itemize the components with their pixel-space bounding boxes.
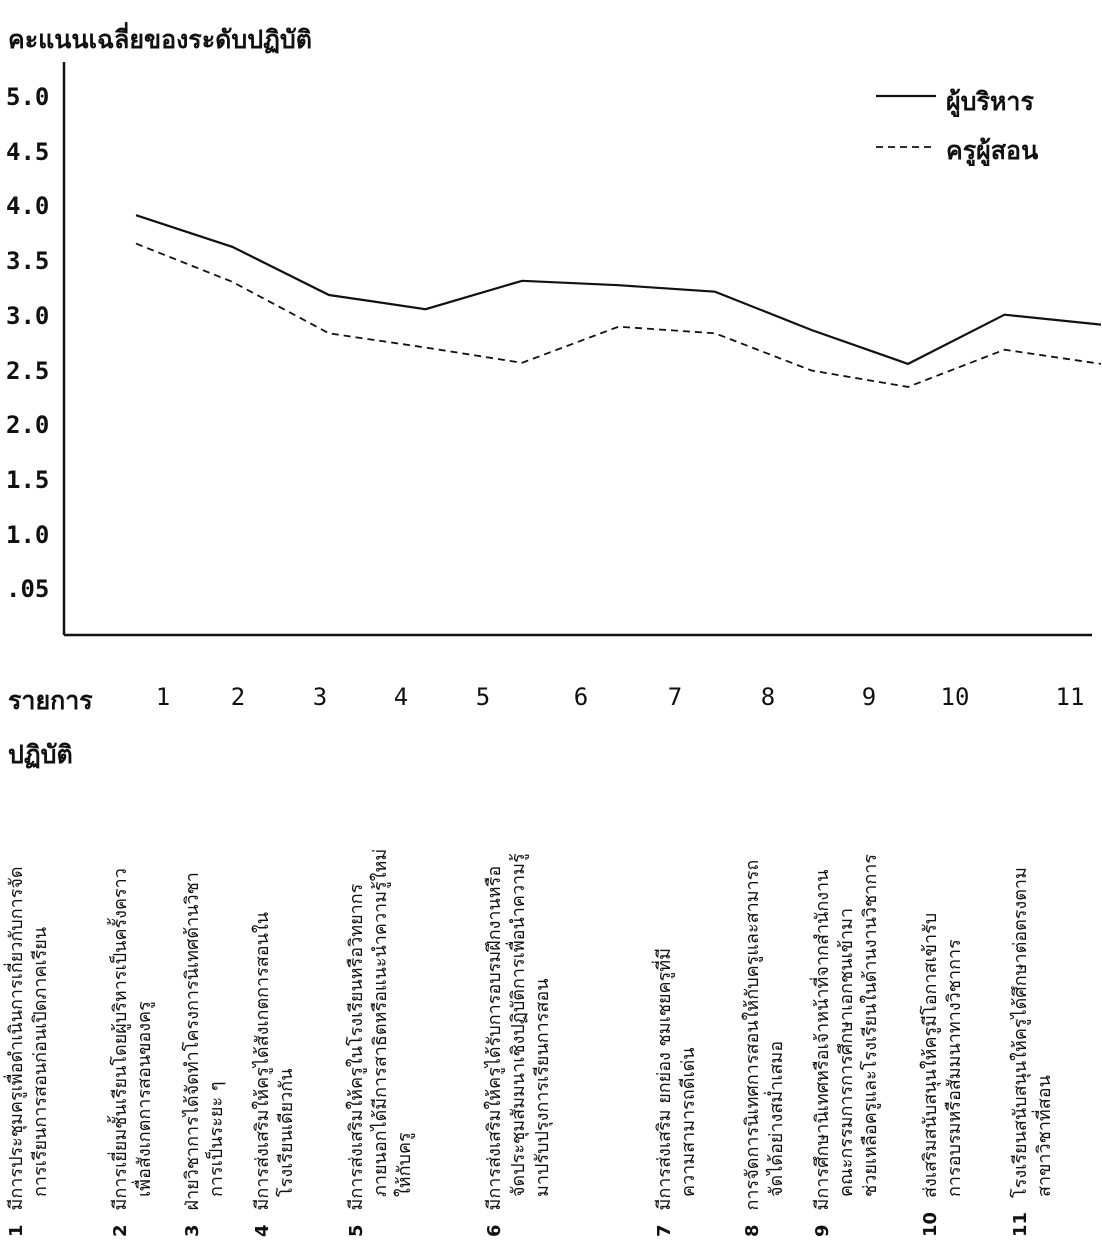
x-tick-label: 8: [760, 683, 776, 711]
x-tick-label: 2: [230, 683, 246, 711]
item-number: 6: [484, 1224, 505, 1237]
series-line-teachers: [135, 242, 1102, 388]
chart-axes: [62, 62, 1092, 637]
item-description-line: เพื่อสังเกตการสอนของครู: [134, 1001, 156, 1237]
y-tick-label: 4.0: [6, 192, 50, 221]
item-description-line: การเป็นระยะ ๆ: [206, 1082, 228, 1238]
y-tick-label: 3.5: [6, 247, 50, 276]
item-description-line: 4 มีการส่งเสริมให้ครูได้สังเกตการสอนใน: [252, 912, 274, 1237]
item-description-text: มาปรับปรุงการเรียนการสอน: [532, 978, 553, 1198]
y-tick-label: 1.5: [6, 465, 50, 494]
item-description-line: มาปรับปรุงการเรียนการสอน: [532, 979, 554, 1238]
legend-label-teachers: ครูผู้สอน: [946, 136, 1039, 165]
item-description-text: มีการส่งเสริมให้ครูได้รับการอบรมฝึกงานหร…: [484, 865, 505, 1211]
y-tick-label: 2.5: [6, 356, 50, 385]
y-tick-label: 1.0: [6, 520, 50, 549]
x-tick-label: 9: [861, 683, 877, 711]
item-description-text: การจัดการนิเทศการสอนให้กับครูและสามารถ: [742, 859, 763, 1211]
item-description-text: มีการส่งเสริม ยกย่อง ชมเชยครูที่มี: [654, 948, 675, 1211]
item-number: 11: [1010, 1211, 1031, 1237]
item-description-text: โรงเรียนสนับสนุนให้ครูได้ศึกษาต่อตรงตาม: [1010, 867, 1031, 1198]
item-description-text: สาขาวิชาที่สอน: [1034, 1075, 1055, 1197]
x-tick-label: 7: [667, 683, 683, 711]
item-description-line: 2 มีการเยี่ยมชั้นเรียนโดยผู้บริหารเป็นครั…: [110, 868, 132, 1237]
item-description-line: ภายนอกได้มีการสาธิตหรือแนะนำความรู้ใหม่: [370, 849, 392, 1237]
item-description-text: จัดได้อย่างสม่ำเสมอ: [766, 1040, 787, 1197]
x-tick-label: 1: [155, 683, 171, 711]
item-description-line: โรงเรียนเดียวกัน: [276, 1069, 298, 1238]
item-description-text: มีการเยี่ยมชั้นเรียนโดยผู้บริหารเป็นครั้…: [110, 868, 131, 1211]
item-description-line: 5 มีการส่งเสริมให้ครูในโรงเรียนหรือวิทยาก…: [346, 884, 368, 1237]
item-number: 1: [6, 1224, 27, 1237]
legend-label-administrators: ผู้บริหาร: [946, 87, 1034, 116]
item-description-line: 10 ส่งเสริมสนับสนุนให้ครูมีโอกาสเข้ารับ: [920, 913, 942, 1237]
item-description-text: ส่งเสริมสนับสนุนให้ครูมีโอกาสเข้ารับ: [920, 912, 941, 1198]
item-description-text: จัดประชุมสัมมนาเชิงปฏิบัติการเพื่อนำความ…: [508, 853, 529, 1197]
item-description-text: โรงเรียนเดียวกัน: [276, 1068, 297, 1198]
item-number: 4: [252, 1224, 273, 1237]
legend-swatches: [876, 94, 936, 148]
item-description-line: 6 มีการส่งเสริมให้ครูได้รับการอบรมฝึกงานห…: [484, 866, 506, 1237]
item-number: 9: [812, 1224, 833, 1237]
item-description-line: 8 การจัดการนิเทศการสอนให้กับครูและสามารถ: [742, 860, 764, 1237]
item-description-text: เพื่อสังเกตการสอนของครู: [134, 1001, 155, 1197]
item-description-text: ช่วยเหลือครูและโรงเรียนในด้านงานวิชาการ: [860, 853, 881, 1197]
x-tick-label: 4: [393, 683, 409, 711]
item-number: 8: [742, 1224, 763, 1237]
series-line-administrators: [135, 214, 1102, 366]
x-tick-label: 10: [940, 683, 970, 711]
item-number: 5: [346, 1224, 367, 1237]
item-description-line: 1 มีการประชุมครูเพื่อดำเนินการเกี่ยวกับกา…: [6, 866, 28, 1237]
item-description-text: การเรียนการสอนก่อนเปิดภาคเรียน: [30, 926, 51, 1197]
chart-series: [135, 214, 1102, 388]
item-number: 10: [920, 1211, 941, 1237]
y-tick-label: .05: [6, 575, 50, 604]
item-description-text: มีการประชุมครูเพื่อดำเนินการเกี่ยวกับการ…: [6, 866, 27, 1211]
y-tick-label: 4.5: [6, 137, 50, 166]
x-tick-label: 3: [312, 683, 328, 711]
y-axis-title: คะแนนเฉลี่ยของระดับปฏิบัติ: [8, 25, 313, 54]
x-tick-label: 5: [475, 683, 491, 711]
item-description-text: ภายนอกได้มีการสาธิตหรือแนะนำความรู้ใหม่: [370, 848, 391, 1197]
item-description-line: การอบรมหรือสัมมนาทางวิชาการ: [944, 939, 966, 1237]
item-description-line: จัดได้อย่างสม่ำเสมอ: [766, 1041, 788, 1237]
item-number: 2: [110, 1224, 131, 1237]
y-tick-label: 2.0: [6, 411, 50, 440]
item-description-text: ความสามารถดีเด่น: [678, 1047, 699, 1197]
item-description-text: การเป็นระยะ ๆ: [206, 1081, 227, 1198]
item-description-line: 3 ฝ่ายวิชาการได้จัดทำโครงการนิเทศด้านวิชา: [182, 872, 204, 1237]
x-tick-label: 11: [1055, 683, 1085, 711]
item-description-text: ให้กับครู: [394, 1132, 415, 1197]
item-description-line: 9 มีการศึกษานิเทศหรือเจ้าหน้าที่จากสำนักง…: [812, 870, 834, 1237]
item-description-line: ความสามารถดีเด่น: [678, 1047, 700, 1237]
y-tick-label: 3.0: [6, 301, 50, 330]
item-description-line: 11 โรงเรียนสนับสนุนให้ครูได้ศึกษาต่อตรงตา…: [1010, 867, 1032, 1237]
item-description-line: สาขาวิชาที่สอน: [1034, 1075, 1056, 1237]
y-tick-label: 5.0: [6, 83, 50, 111]
item-description-line: 7 มีการส่งเสริม ยกย่อง ชมเชยครูที่มี: [654, 948, 676, 1237]
item-number: 3: [182, 1224, 203, 1237]
x-tick-label: 6: [573, 683, 589, 711]
item-description-text: การอบรมหรือสัมมนาทางวิชาการ: [944, 939, 965, 1197]
item-description-text: มีการส่งเสริมให้ครูได้สังเกตการสอนใน: [252, 911, 273, 1211]
x-axis-title-line2: ปฏิบัติ: [8, 740, 73, 769]
item-description-text: มีการส่งเสริมให้ครูในโรงเรียนหรือวิทยากร: [346, 883, 367, 1211]
item-description-line: ให้กับครู: [394, 1132, 416, 1237]
item-description-text: ฝ่ายวิชาการได้จัดทำโครงการนิเทศด้านวิชา: [182, 872, 203, 1211]
item-description-line: คณะกรรมการการศึกษาเอกชนเข้ามา: [836, 908, 858, 1237]
x-axis-title-line1: รายการ: [8, 686, 93, 715]
item-description-text: มีการศึกษานิเทศหรือเจ้าหน้าที่จากสำนักงา…: [812, 869, 833, 1211]
item-description-line: จัดประชุมสัมมนาเชิงปฏิบัติการเพื่อนำความ…: [508, 853, 530, 1237]
item-description-line: การเรียนการสอนก่อนเปิดภาคเรียน: [30, 927, 52, 1237]
item-description-text: คณะกรรมการการศึกษาเอกชนเข้ามา: [836, 907, 857, 1197]
item-number: 7: [654, 1224, 675, 1237]
item-description-line: ช่วยเหลือครูและโรงเรียนในด้านงานวิชาการ: [860, 854, 882, 1237]
